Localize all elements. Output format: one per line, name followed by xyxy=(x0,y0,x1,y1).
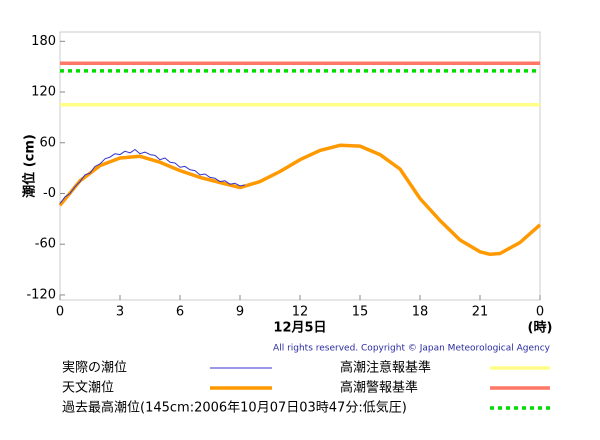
x-tick-label: 18 xyxy=(412,305,429,320)
legend-label: 高潮警報基準 xyxy=(340,380,418,396)
legend-label: 過去最高潮位(145cm:2006年10月07日03時47分:低気圧) xyxy=(62,400,407,416)
x-tick-label: 9 xyxy=(236,305,244,320)
x-tick-label: 12 xyxy=(292,305,309,320)
x-tick-label: 3 xyxy=(116,305,124,320)
y-tick-label: 60 xyxy=(39,135,56,150)
y-tick-label: 180 xyxy=(31,34,56,49)
series-line xyxy=(58,143,542,257)
legend-label: 高潮注意報基準 xyxy=(340,360,431,376)
x-axis-unit: (時) xyxy=(528,320,553,336)
x-tick-label: 21 xyxy=(472,305,489,320)
x-tick-label: 0 xyxy=(536,305,544,320)
legend-label: 天文潮位 xyxy=(62,381,114,396)
y-tick-label: -120 xyxy=(26,287,56,302)
x-tick-label: 6 xyxy=(176,305,184,320)
y-tick-label: -0 xyxy=(43,186,56,201)
x-tick-label: 0 xyxy=(56,305,64,320)
y-axis-label: 潮位 (cm) xyxy=(22,134,38,198)
x-axis-label: 12月5日 xyxy=(273,321,326,336)
y-tick-label: 120 xyxy=(31,85,56,100)
copyright: All rights reserved. Copyright © Japan M… xyxy=(273,344,551,354)
x-tick-label: 15 xyxy=(352,305,369,320)
series-line xyxy=(59,149,246,204)
legend-label: 実際の潮位 xyxy=(62,360,127,376)
y-tick-label: -60 xyxy=(35,237,56,252)
